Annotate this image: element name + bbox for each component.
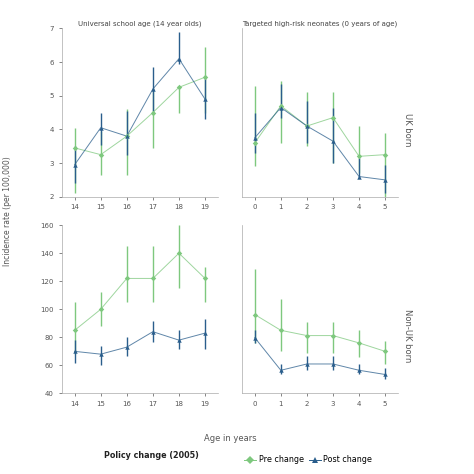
Title: Targeted high-risk neonates (0 years of age): Targeted high-risk neonates (0 years of … [242,21,398,27]
Legend: Pre change, Post change: Pre change, Post change [241,452,375,468]
Text: Policy change (2005): Policy change (2005) [104,452,199,460]
Text: Incidence rate (per 100,000): Incidence rate (per 100,000) [3,156,11,266]
Text: UK born: UK born [403,113,412,146]
Text: Age in years: Age in years [203,434,256,443]
Title: Universal school age (14 year olds): Universal school age (14 year olds) [78,21,201,27]
Text: Non-UK born: Non-UK born [403,310,412,363]
